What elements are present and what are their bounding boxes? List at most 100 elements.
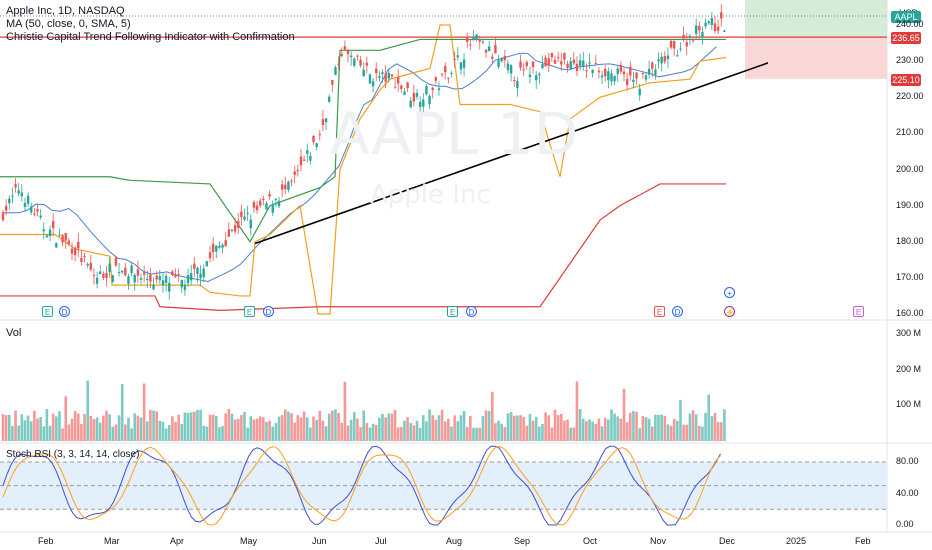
candle-body xyxy=(676,55,679,57)
candle-body xyxy=(597,70,601,73)
volume-bar xyxy=(585,421,588,441)
volume-bar xyxy=(434,419,438,441)
time-axis-label[interactable]: Aug xyxy=(446,536,463,546)
time-axis-label[interactable]: Nov xyxy=(650,536,667,546)
price-tick-label[interactable]: 220.00 xyxy=(896,91,924,102)
volume-legend[interactable]: Vol xyxy=(6,327,22,339)
dividend-event-marker[interactable]: D xyxy=(59,306,70,317)
price-tick-label[interactable]: 240.00 xyxy=(896,19,924,29)
candle-body xyxy=(368,74,372,84)
candle-body xyxy=(243,216,246,220)
candle-body xyxy=(353,58,356,66)
time-axis-label[interactable]: 2025 xyxy=(786,536,807,546)
time-axis-label[interactable]: Dec xyxy=(719,536,736,546)
time-axis-label[interactable]: Jun xyxy=(312,536,327,546)
price-tick-label[interactable]: 170.00 xyxy=(896,271,924,282)
indicator-legend[interactable]: Christie Capital Trend Following Indicat… xyxy=(6,31,295,43)
candle-body xyxy=(400,85,403,89)
volume-bar xyxy=(26,415,30,441)
earnings-event-marker[interactable]: E xyxy=(447,306,458,317)
split-event-marker[interactable]: ⚡ xyxy=(724,306,735,317)
volume-bar xyxy=(704,412,707,441)
candle-body xyxy=(610,73,613,82)
price-tick-label[interactable]: 210.00 xyxy=(896,127,924,138)
candle-body xyxy=(246,212,249,214)
volume-bar xyxy=(440,409,444,441)
dividend-event-marker[interactable]: D xyxy=(672,306,683,317)
trendline xyxy=(254,62,769,245)
time-axis-label[interactable]: Feb xyxy=(38,536,54,546)
candle-body xyxy=(296,170,300,172)
volume-tick-label[interactable]: 300 M xyxy=(896,328,922,338)
volume-bar xyxy=(214,415,218,441)
candle-body xyxy=(33,213,36,215)
time-axis-label[interactable]: Jul xyxy=(375,536,387,546)
earnings-event-marker[interactable]: E xyxy=(42,306,53,317)
candle-body xyxy=(277,200,281,207)
candle-body xyxy=(146,279,149,281)
time-axis-label[interactable]: Apr xyxy=(170,536,185,546)
earnings-event-marker[interactable]: E xyxy=(654,306,665,317)
candle-body xyxy=(171,271,174,276)
candle-body xyxy=(302,159,306,161)
volume-tick-label[interactable]: 200 M xyxy=(896,363,922,374)
volume-bar xyxy=(299,417,303,441)
earnings-event-marker[interactable]: E xyxy=(244,306,255,317)
volume-bar xyxy=(644,417,648,441)
price-tick-label[interactable]: 190.00 xyxy=(896,199,924,210)
time-axis-label[interactable]: Mar xyxy=(104,536,120,546)
stoch-rsi-legend[interactable]: Stoch RSI (3, 3, 14, 14, close) xyxy=(6,449,140,460)
candle-body xyxy=(343,46,347,50)
rsi-tick-label[interactable]: 0.00 xyxy=(896,519,914,529)
candle-body xyxy=(613,76,616,82)
rsi-tick-label[interactable]: 40.00 xyxy=(896,487,919,498)
volume-bar xyxy=(51,413,55,441)
ma-legend[interactable]: MA (50, close, 0, SMA, 5) xyxy=(6,18,131,30)
time-axis-label[interactable]: Oct xyxy=(583,536,598,546)
candle-body xyxy=(622,71,626,75)
volume-bar xyxy=(180,424,184,441)
time-axis-label[interactable]: May xyxy=(240,536,258,546)
volume-bar xyxy=(425,421,428,441)
candle-body xyxy=(440,73,444,75)
candle-body xyxy=(469,44,472,46)
candle-body xyxy=(459,62,463,70)
volume-bar xyxy=(67,424,71,441)
rsi-tick-label[interactable]: 80.00 xyxy=(896,456,919,466)
candle-body xyxy=(666,55,670,60)
volume-bar xyxy=(189,412,193,441)
volume-bar xyxy=(111,426,115,441)
candle-body xyxy=(566,63,569,69)
dividend-event-marker[interactable]: D xyxy=(263,306,274,317)
dividend-event-marker[interactable]: D xyxy=(466,306,477,317)
candle-body xyxy=(30,206,33,213)
volume-tick-label[interactable]: 100 M xyxy=(896,399,922,410)
candle-body xyxy=(651,62,654,69)
volume-bar xyxy=(660,414,663,441)
candle-body xyxy=(525,61,528,67)
volume-bar xyxy=(174,422,177,441)
time-axis-label[interactable]: Sep xyxy=(514,536,531,546)
earnings-event-marker[interactable]: E xyxy=(853,306,864,317)
price-tick-label[interactable]: 160.00 xyxy=(896,308,924,318)
volume-bar xyxy=(334,409,337,441)
price-tick-label[interactable]: 200.00 xyxy=(896,163,924,174)
volume-bar xyxy=(516,415,519,441)
volume-bar xyxy=(572,427,576,441)
time-axis-label[interactable]: Feb xyxy=(855,536,871,546)
symbol-legend[interactable]: Apple Inc, 1D, NASDAQ xyxy=(6,5,125,17)
price-tick-label[interactable]: 230.00 xyxy=(896,55,924,66)
volume-bar xyxy=(625,422,629,441)
candle-body xyxy=(694,25,698,35)
candle-body xyxy=(691,39,695,41)
volume-bar xyxy=(102,415,105,441)
volume-bar xyxy=(685,424,689,441)
price-tick-label[interactable]: 180.00 xyxy=(896,235,924,246)
channel-orange-line xyxy=(0,24,727,315)
candle-body xyxy=(412,93,416,102)
volume-bar xyxy=(559,413,563,441)
candle-body xyxy=(168,282,171,292)
add-event-marker[interactable]: + xyxy=(724,287,735,298)
candle-body xyxy=(625,78,629,86)
